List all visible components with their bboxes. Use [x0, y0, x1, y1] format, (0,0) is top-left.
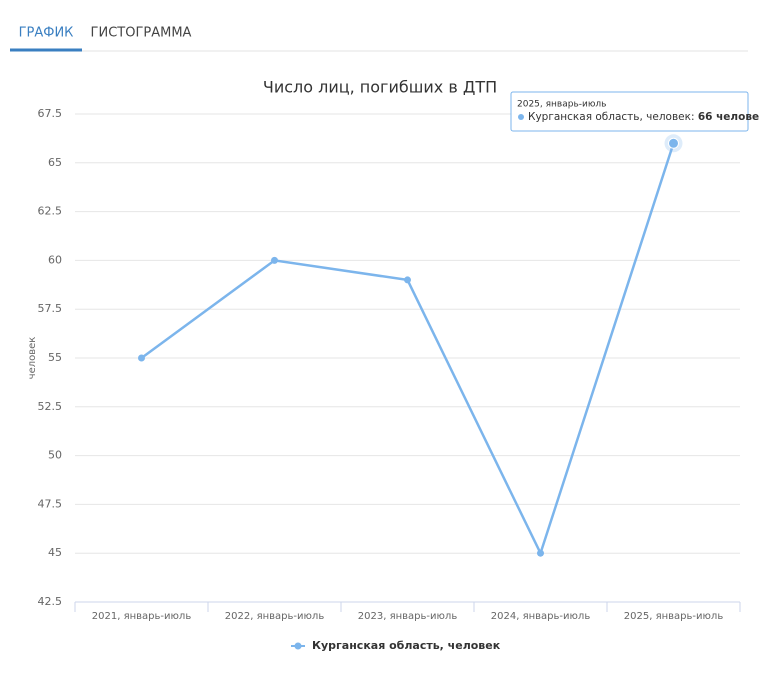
tab[interactable]: ГРАФИК	[19, 26, 74, 41]
y-tick-label: 60	[48, 253, 62, 266]
y-tick-label: 55	[48, 351, 62, 364]
y-tick-label: 52.5	[38, 400, 63, 413]
y-tick-label: 62.5	[38, 205, 63, 218]
y-tick-label: 45	[48, 546, 62, 559]
point	[138, 354, 145, 362]
y-tick-label: 47.5	[38, 497, 63, 510]
x-tick-label: 2025, январь-июль	[624, 611, 724, 622]
point	[404, 276, 411, 284]
point	[537, 549, 544, 557]
chart-title: Число лиц, погибших в ДТП	[263, 78, 497, 97]
tooltip-value: 66 человек	[698, 111, 760, 123]
x-tick-label: 2024, январь-июль	[491, 611, 591, 622]
series-line	[140, 142, 675, 557]
y-axis-label: человек	[27, 337, 38, 380]
y-tick-label: 67.5	[38, 107, 63, 120]
y-tick-label: 42.5	[38, 595, 63, 608]
x-tick-label: 2021, январь-июль	[92, 611, 192, 622]
y-tick-label: 57.5	[38, 302, 63, 315]
legend-label: Курганская область, человек	[312, 639, 501, 652]
y-tick-label: 50	[48, 449, 62, 462]
tooltip-text: Курганская область, человек: 66 человек	[528, 111, 760, 123]
tooltip-title: 2025, январь-июль	[517, 100, 607, 110]
x-tick-label: 2023, январь-июль	[358, 611, 458, 622]
legend-marker	[294, 642, 302, 650]
tab[interactable]: ГИСТОГРАММА	[91, 26, 192, 41]
y-tick-label: 65	[48, 156, 62, 169]
tooltip-series: Курганская область, человек:	[528, 111, 694, 123]
point	[668, 137, 679, 149]
tooltip-marker	[518, 114, 524, 120]
x-tick-label: 2022, январь-июль	[225, 611, 325, 622]
tooltip-box	[510, 91, 749, 132]
point	[271, 256, 278, 264]
